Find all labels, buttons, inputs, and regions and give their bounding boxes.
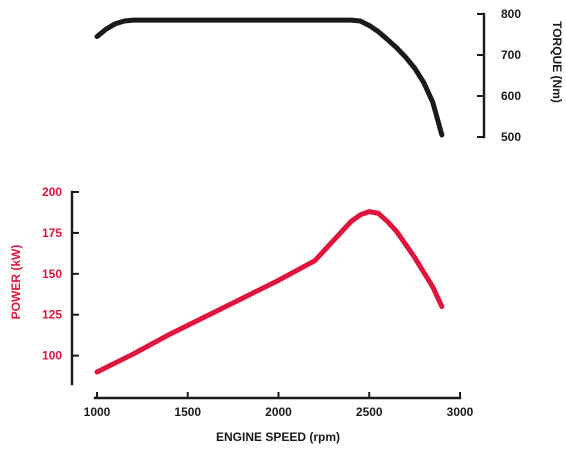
torque-y-tick-label: 500 xyxy=(501,130,521,144)
engine-speed-x-tick-label: 1500 xyxy=(174,405,201,419)
power-y-tick-label: 150 xyxy=(42,267,62,281)
engine-speed-x-tick-label: 3000 xyxy=(447,405,474,419)
engine-speed-x-tick-label: 2000 xyxy=(265,405,292,419)
power-y-tick-label: 200 xyxy=(42,185,62,199)
power-axis-title: POWER (kW) xyxy=(9,245,23,320)
engine-speed-x-tick-label: 1000 xyxy=(84,405,111,419)
power-y-tick-label: 175 xyxy=(42,226,62,240)
power-y-tick-label: 125 xyxy=(42,308,62,322)
power-chart: 100 125 150 175 200 POWER (kW) 1000 1500 2000 250… xyxy=(9,185,474,444)
torque-y-tick-label: 800 xyxy=(501,7,521,21)
power-y-tick-label: 100 xyxy=(42,349,62,363)
torque-y-tick-label: 600 xyxy=(501,89,521,103)
torque-chart: 500 600 700 800 TORQUE (Nm) xyxy=(94,7,564,144)
power-series-line xyxy=(94,209,445,375)
torque-axis-title: TORQUE (Nm) xyxy=(550,21,564,103)
torque-y-tick-label: 700 xyxy=(501,48,521,62)
engine-speed-x-tick-label: 2500 xyxy=(356,405,383,419)
engine-speed-axis-title: ENGINE SPEED (rpm) xyxy=(216,430,340,444)
torque-series-line xyxy=(94,17,445,138)
